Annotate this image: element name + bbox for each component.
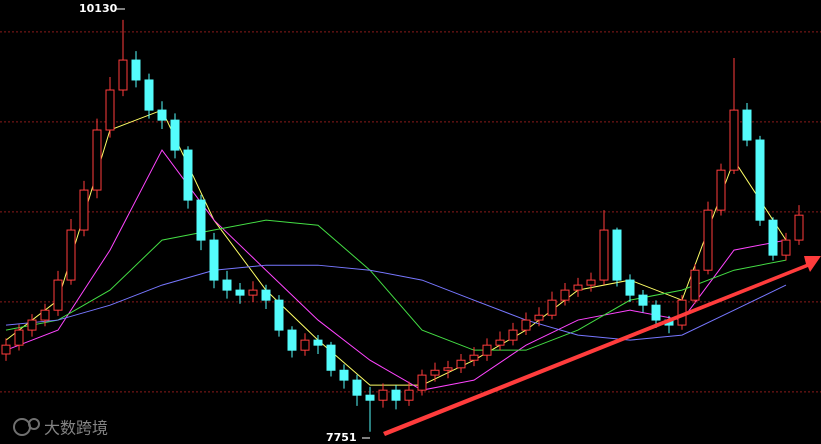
candle-body [378,389,388,401]
candle-body [391,389,401,401]
candle-body [690,269,700,301]
candle-body [469,354,479,361]
candle-body [313,339,323,346]
candle-body [482,344,492,356]
candle-body [768,219,778,256]
candle-body [14,329,24,346]
candle-body [625,279,635,296]
candle-body [716,169,726,211]
candle-body [547,299,557,316]
candle-body [742,109,752,141]
candle-body [183,149,193,201]
candle-body [651,304,661,321]
candle-body [131,59,141,81]
candle-body [287,329,297,351]
candle-body [495,339,505,346]
moving-average-line [5,149,787,391]
candle-body [235,289,245,296]
candle-body [352,379,362,396]
moving-average-line [5,109,787,386]
candle-body [222,279,232,291]
candle-body [781,239,791,256]
candle-body [300,339,310,351]
candle-body [209,239,219,281]
candle-body [365,394,375,401]
candle-body [612,229,622,281]
candle-body [339,369,349,381]
candle-body [27,319,37,331]
trend-arrow [383,256,821,436]
candle-body [443,367,453,371]
candle-body [404,389,414,401]
low-label: 7751 [326,431,357,444]
logo [13,418,40,436]
candle-body [794,214,804,241]
candle-body [326,344,336,371]
plot [0,19,821,432]
candle-body [599,229,609,281]
candle-body [79,189,89,231]
moving-average-line [5,219,787,351]
candle-body [508,329,518,341]
candle-body [274,299,284,331]
high-label: 10130 [79,2,118,15]
candle-body [586,279,596,286]
candle-body [703,209,713,271]
candle-body [196,199,206,241]
candle-body [66,229,76,281]
candle-body [92,129,102,191]
candle-body [560,289,570,301]
candle-body [157,109,167,121]
watermark: 大数跨境 [44,419,108,438]
candle-body [144,79,154,111]
candle-body [638,294,648,306]
candle-body [248,289,258,296]
candle-body [1,344,11,355]
candle-body [430,369,440,376]
candle-body [118,59,128,91]
candle-body [755,139,765,221]
candle-body [521,319,531,331]
moving-average-line [5,264,787,341]
candle-body [261,289,271,301]
candle-body [170,119,180,151]
candle-body [534,314,544,321]
candle-body [40,309,50,321]
candle-body [417,374,427,391]
candle-body [456,359,466,369]
candle-body [53,279,63,311]
candle-body [573,284,583,291]
candle-body [105,89,115,131]
candle-body [729,109,739,171]
